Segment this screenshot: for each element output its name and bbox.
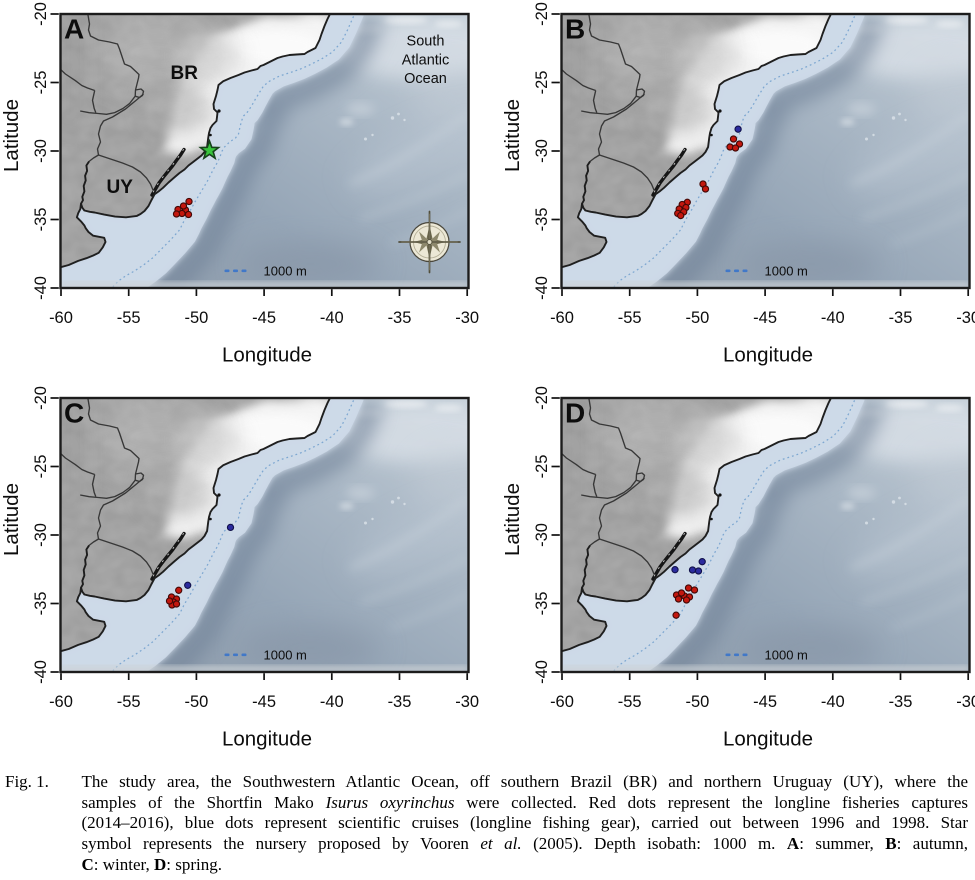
svg-text:B: B	[565, 14, 585, 45]
svg-text:Ocean: Ocean	[404, 71, 447, 87]
svg-text:D: D	[565, 398, 585, 429]
svg-text:South: South	[407, 34, 445, 50]
svg-text:Atlantic: Atlantic	[402, 53, 450, 69]
svg-text:A: A	[64, 14, 84, 45]
svg-text:UY: UY	[107, 177, 134, 198]
svg-text:C: C	[64, 398, 84, 429]
svg-text:BR: BR	[171, 63, 199, 84]
